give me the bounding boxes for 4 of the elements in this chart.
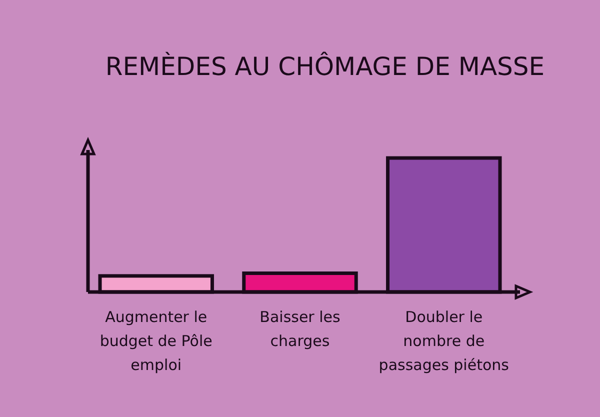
x-tick-label: Augmenter le budget de Pôle emploi [100,308,212,374]
x-tick-label: Baisser les charges [260,308,341,350]
x-tick-label: Doubler le nombre de passages piétons [378,308,510,374]
chart-title: REMÈDES AU CHÔMAGE DE MASSE [105,51,545,81]
